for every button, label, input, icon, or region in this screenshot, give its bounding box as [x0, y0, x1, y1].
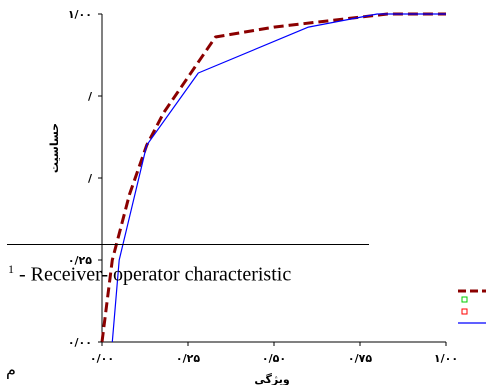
footnote: 1 - Receiver- operator characteristic [8, 262, 378, 287]
legend-green-marker [461, 296, 468, 303]
legend-red-marker [461, 308, 468, 315]
x-tick-label-4: ۱/۰۰ [434, 352, 458, 365]
x-tick-label-0: ۰/۰۰ [90, 352, 114, 365]
chart-series [100, 12, 446, 343]
chart-axes [101, 14, 446, 343]
series-line-1 [111, 13, 446, 343]
y-tick-label-2: / [88, 172, 93, 185]
y-tick-label-4: ۱/۰۰ [68, 8, 92, 21]
footnote-text: - Receiver- operator characteristic [14, 263, 292, 286]
corner-letter: م [6, 360, 16, 379]
y-tick-label-0: ۰/۰۰ [68, 336, 92, 349]
x-tick-label-3: ۰/۷۵ [348, 352, 372, 365]
footnote-number: 1 [8, 262, 14, 276]
chart-ticks: ۰/۰۰ ۰/۲۵ ۰/۵۰ ۰/۷۵ ۱/۰۰ ۰/۰۰ ۰/۲۵ / / ۱/۰۰ [68, 8, 458, 365]
x-tick-label-2: ۰/۵۰ [262, 352, 286, 365]
footnote-rule [7, 244, 369, 245]
legend [458, 289, 486, 324]
x-axis-title: ویژگی [254, 373, 289, 385]
y-axis-title: حساسیت [48, 123, 61, 173]
y-tick-label-3: / [88, 90, 93, 103]
x-tick-label-1: ۰/۲۵ [176, 352, 200, 365]
y-tick-label-1: ۰/۲۵ [68, 254, 92, 267]
series-line-0 [100, 12, 446, 343]
